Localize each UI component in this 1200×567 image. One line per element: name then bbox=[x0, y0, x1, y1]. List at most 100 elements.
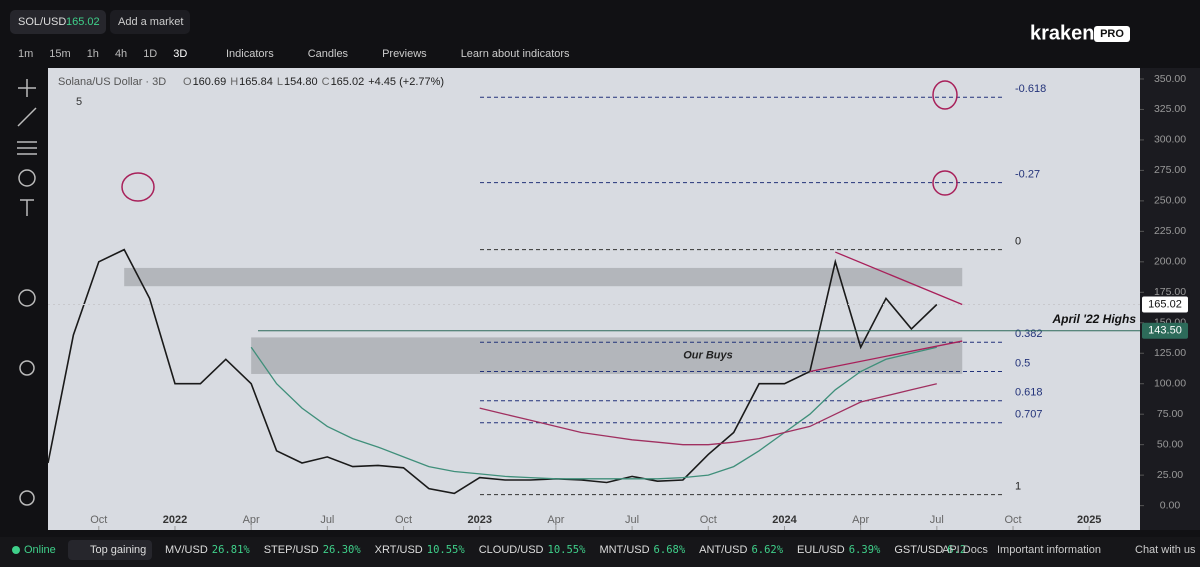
price-line bbox=[47, 248, 938, 495]
line-tool[interactable] bbox=[17, 107, 37, 127]
tool[interactable]: Previews bbox=[382, 48, 427, 60]
fib-tool[interactable] bbox=[18, 169, 36, 187]
ticker-change: 6.68% bbox=[654, 544, 686, 556]
y-tick-label: 100.00 bbox=[1154, 378, 1186, 390]
x-tick-label: Oct bbox=[90, 514, 107, 526]
x-tick-label: 2023 bbox=[467, 514, 491, 526]
tickers: MV/USD 26.81% STEP/USD 26.30% XRT/USD 10.55% C… bbox=[165, 544, 1196, 556]
pair-price: 165.02 bbox=[66, 16, 100, 28]
zone-label: Our Buys bbox=[683, 350, 733, 362]
footer-link[interactable]: Chat with us bbox=[1135, 544, 1196, 556]
footer bbox=[0, 537, 1200, 567]
x-tick-label: Jul bbox=[930, 514, 944, 526]
circles bbox=[121, 80, 958, 202]
x-tick-label: Jul bbox=[625, 514, 639, 526]
tool[interactable]: Learn about indicators bbox=[461, 48, 570, 60]
x-tick-label: Apr bbox=[243, 514, 260, 526]
brand-badge: PRO bbox=[1100, 28, 1124, 40]
ohlc-o_label: O bbox=[183, 76, 192, 88]
ticker[interactable]: EUL/USD bbox=[797, 544, 845, 556]
fib-label: -0.618 bbox=[1015, 83, 1046, 95]
price-tag-label: 143.50 bbox=[1148, 325, 1182, 337]
y-tick-label: 125.00 bbox=[1154, 347, 1186, 359]
y-tick-label: 350.00 bbox=[1154, 73, 1186, 85]
ticker[interactable]: STEP/USD bbox=[264, 544, 319, 556]
timeframe[interactable]: 1h bbox=[87, 48, 99, 60]
ticker[interactable]: GST/USD bbox=[894, 544, 943, 556]
x-tick-label: 2022 bbox=[163, 514, 187, 526]
status: Online bbox=[24, 544, 56, 556]
timeframe[interactable]: 3D bbox=[173, 48, 187, 60]
x-tick-label: Jul bbox=[320, 514, 334, 526]
brand: kraken bbox=[1030, 22, 1095, 44]
x-tick-label: Oct bbox=[1004, 514, 1021, 526]
legend-count: 5 bbox=[76, 96, 82, 108]
footer-link[interactable]: API Docs bbox=[942, 544, 988, 556]
ticker-change: 26.81% bbox=[212, 544, 251, 556]
fib-label: -0.27 bbox=[1015, 168, 1040, 180]
ohlc: O 160.69 H 165.84 L 154.80 C 165.02 +4.45 (+2.77… bbox=[183, 76, 444, 88]
y-tick-label: 200.00 bbox=[1154, 256, 1186, 268]
moving-average bbox=[479, 383, 937, 446]
annotation: April '22 Highs bbox=[1051, 312, 1136, 326]
timeframes: 1m 15m 1h 4h 1D 3D bbox=[18, 48, 187, 60]
moving-average bbox=[250, 346, 937, 480]
ohlc-h_label: H bbox=[230, 76, 238, 88]
price-tag bbox=[1142, 296, 1188, 313]
emoji-tool[interactable] bbox=[18, 289, 36, 307]
highlight-circle bbox=[932, 80, 958, 110]
y-tick-label: 50.00 bbox=[1157, 438, 1183, 450]
highlight-circle bbox=[121, 172, 155, 202]
brand-badge-bg bbox=[1094, 26, 1130, 42]
fib-label: 0.618 bbox=[1015, 387, 1043, 399]
ohlc-change: +4.45 (+2.77%) bbox=[368, 76, 444, 88]
footer-link[interactable]: Important information bbox=[997, 544, 1101, 556]
x-tick-label: Apr bbox=[852, 514, 869, 526]
ticker[interactable]: CLOUD/USD bbox=[479, 544, 544, 556]
zoom-tool[interactable] bbox=[19, 360, 35, 376]
text-tool[interactable] bbox=[20, 199, 34, 216]
x-tick-label: 2024 bbox=[772, 514, 797, 526]
ticker[interactable]: XRT/USD bbox=[375, 544, 423, 556]
fib-label: 1 bbox=[1015, 481, 1021, 493]
top-gaining[interactable] bbox=[68, 540, 152, 560]
left-toolbar bbox=[17, 79, 37, 506]
ticker-change: 6.62% bbox=[751, 544, 783, 556]
x-tick-label: Apr bbox=[547, 514, 564, 526]
eye-tool[interactable] bbox=[19, 490, 35, 506]
ticker-change: 10.55% bbox=[548, 544, 587, 556]
y-tick-label: 300.00 bbox=[1154, 134, 1186, 146]
fib-label: 0.707 bbox=[1015, 409, 1043, 421]
plot-area bbox=[48, 68, 1140, 530]
y-tick-label: 275.00 bbox=[1154, 164, 1186, 176]
tool[interactable]: Indicators bbox=[226, 48, 274, 60]
highlight-circle bbox=[932, 170, 958, 196]
timeframe[interactable]: 4h bbox=[115, 48, 127, 60]
ohlc-o: 160.69 bbox=[193, 76, 227, 88]
ticker[interactable]: MV/USD bbox=[165, 544, 208, 556]
fib-label: 0.5 bbox=[1015, 357, 1030, 369]
ticker-change: 10.55% bbox=[427, 544, 466, 556]
timeframe[interactable]: 15m bbox=[49, 48, 70, 60]
timeframe[interactable]: 1D bbox=[143, 48, 157, 60]
trendline bbox=[835, 251, 963, 306]
ticker[interactable]: MNT/USD bbox=[599, 544, 649, 556]
status-dot bbox=[12, 546, 20, 554]
y-tick-label: 75.00 bbox=[1157, 408, 1183, 420]
timeframe[interactable]: 1m bbox=[18, 48, 33, 60]
x-tick-label: Oct bbox=[700, 514, 717, 526]
y-tick-label: 325.00 bbox=[1154, 103, 1186, 115]
ticker[interactable]: ANT/USD bbox=[699, 544, 747, 556]
price-tag-label: 165.02 bbox=[1148, 298, 1182, 310]
top-gaining-label: Top gaining bbox=[90, 544, 146, 556]
tool[interactable]: Candles bbox=[308, 48, 349, 60]
price-tag bbox=[1142, 322, 1188, 339]
y-tick-label: 175.00 bbox=[1154, 286, 1186, 298]
toolbar: Indicators Candles Previews Learn about ind… bbox=[226, 48, 570, 60]
add-market[interactable] bbox=[110, 10, 190, 34]
pair-tab[interactable] bbox=[10, 10, 106, 34]
plot: 0.0025.0050.0075.00100.00125.00150.00175… bbox=[47, 73, 1188, 530]
add-market-label: Add a market bbox=[118, 16, 183, 28]
x-tick-label: 2025 bbox=[1077, 514, 1101, 526]
